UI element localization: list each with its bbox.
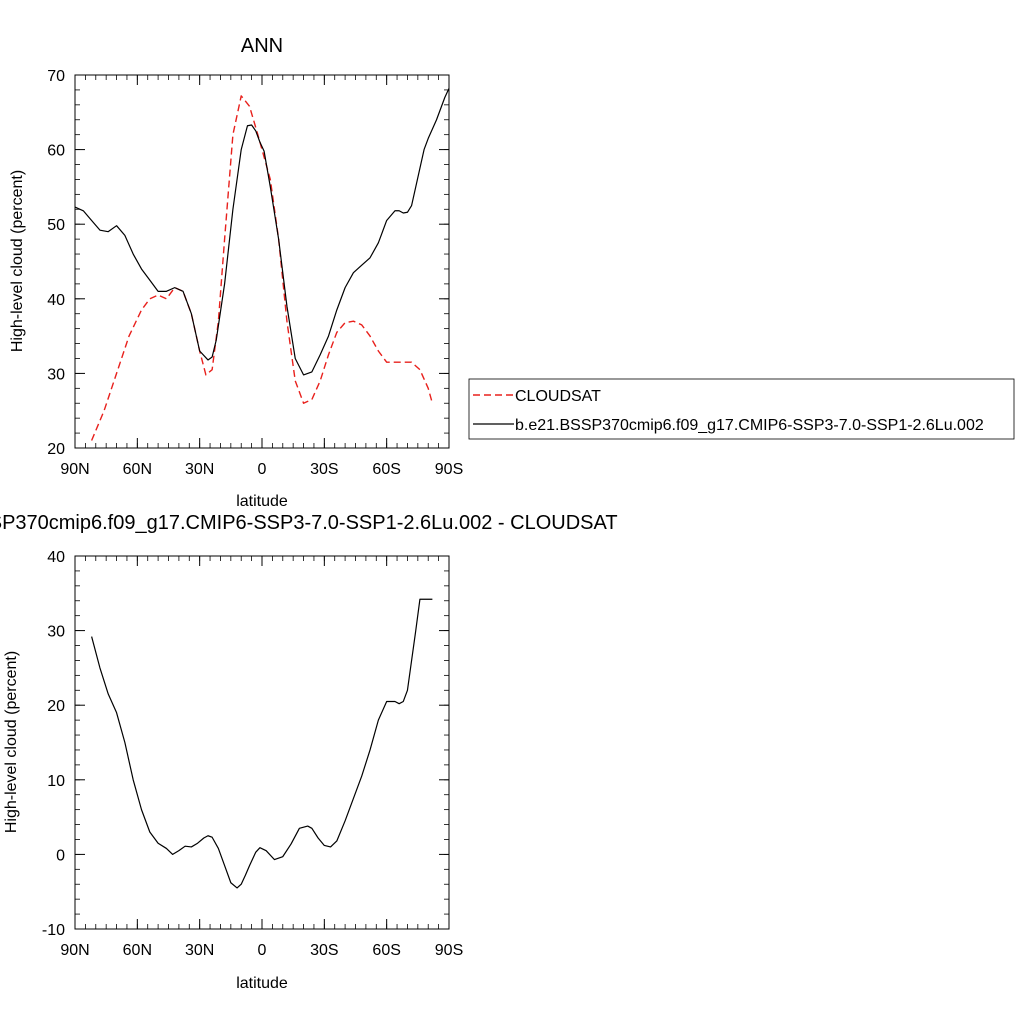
bottom-chart-ytick-label: 20 [47,698,65,715]
top-chart-xtick-label: 90N [60,461,89,478]
top-chart-xtick-label: 30S [310,461,338,478]
bottom-chart-xtick-label: 30N [185,942,214,959]
bottom-chart-ytick-label: 40 [47,549,65,566]
top-chart-ytick-label: 30 [47,366,65,383]
bottom-chart-ytick-label: 30 [47,624,65,641]
top-chart-frame [74,74,450,449]
bottom-chart-xtick-label: 60N [123,942,152,959]
bottom-chart-ytick-label: 0 [56,847,65,864]
bottom-chart-series-line-0 [91,598,433,889]
legend-box [468,378,1015,440]
top-chart-xtick-label: 60N [123,461,152,478]
top-chart-ylabel: High-level cloud (percent) [9,170,26,352]
bottom-chart-xtick-label: 90N [60,942,89,959]
top-chart-ytick-label: 40 [47,292,65,309]
top-chart-xtick-label: 30N [185,461,214,478]
legend: CLOUDSAT b.e21.BSSP370cmip6.f09_g17.CMIP… [468,378,1015,440]
bottom-chart-xtick-label: 60S [372,942,400,959]
top-chart-xtick-label: 0 [258,461,267,478]
top-chart-ytick-label: 60 [47,143,65,160]
bottom-chart-xtick-label: 0 [258,942,267,959]
top-chart-ytick-label: 50 [47,217,65,234]
top-chart-plot: 90N 60N 30N 0 30S 60S 90S 20 30 40 50 60 70 [47,68,463,478]
top-chart-ytick-label: 70 [47,68,65,85]
top-chart: ANN 90N 60N 30N 0 30S 60S 90S 20 30 40 50 60 70 lati… [9,35,463,510]
bottom-chart-ytick-label: 10 [47,773,65,790]
top-chart-xtick-label: 60S [372,461,400,478]
bottom-chart-ytick-label: -10 [42,922,65,939]
legend-label-model: b.e21.BSSP370cmip6.f09_g17.CMIP6-SSP3-7.… [515,417,984,434]
top-chart-series-line-1 [74,88,450,376]
bottom-chart-frame [74,555,450,930]
bottom-chart: b.e21.BSSP370cmip6.f09_g17.CMIP6-SSP3-7.… [0,512,618,992]
bottom-chart-ylabel: High-level cloud (percent) [3,651,20,833]
top-chart-ytick-label: 20 [47,441,65,458]
top-chart-title: ANN [241,35,283,57]
top-chart-xlabel: latitude [236,493,288,510]
legend-label-cloudsat: CLOUDSAT [515,388,601,405]
bottom-chart-plot: 90N 60N 30N 0 30S 60S 90S -10 0 10 20 30 40 [42,549,463,959]
bottom-chart-xlabel: latitude [236,975,288,992]
bottom-chart-xtick-label: 30S [310,942,338,959]
top-chart-xtick-label: 90S [435,461,463,478]
bottom-chart-xtick-label: 90S [435,942,463,959]
bottom-chart-title: b.e21.BSSP370cmip6.f09_g17.CMIP6-SSP3-7.… [0,512,618,534]
